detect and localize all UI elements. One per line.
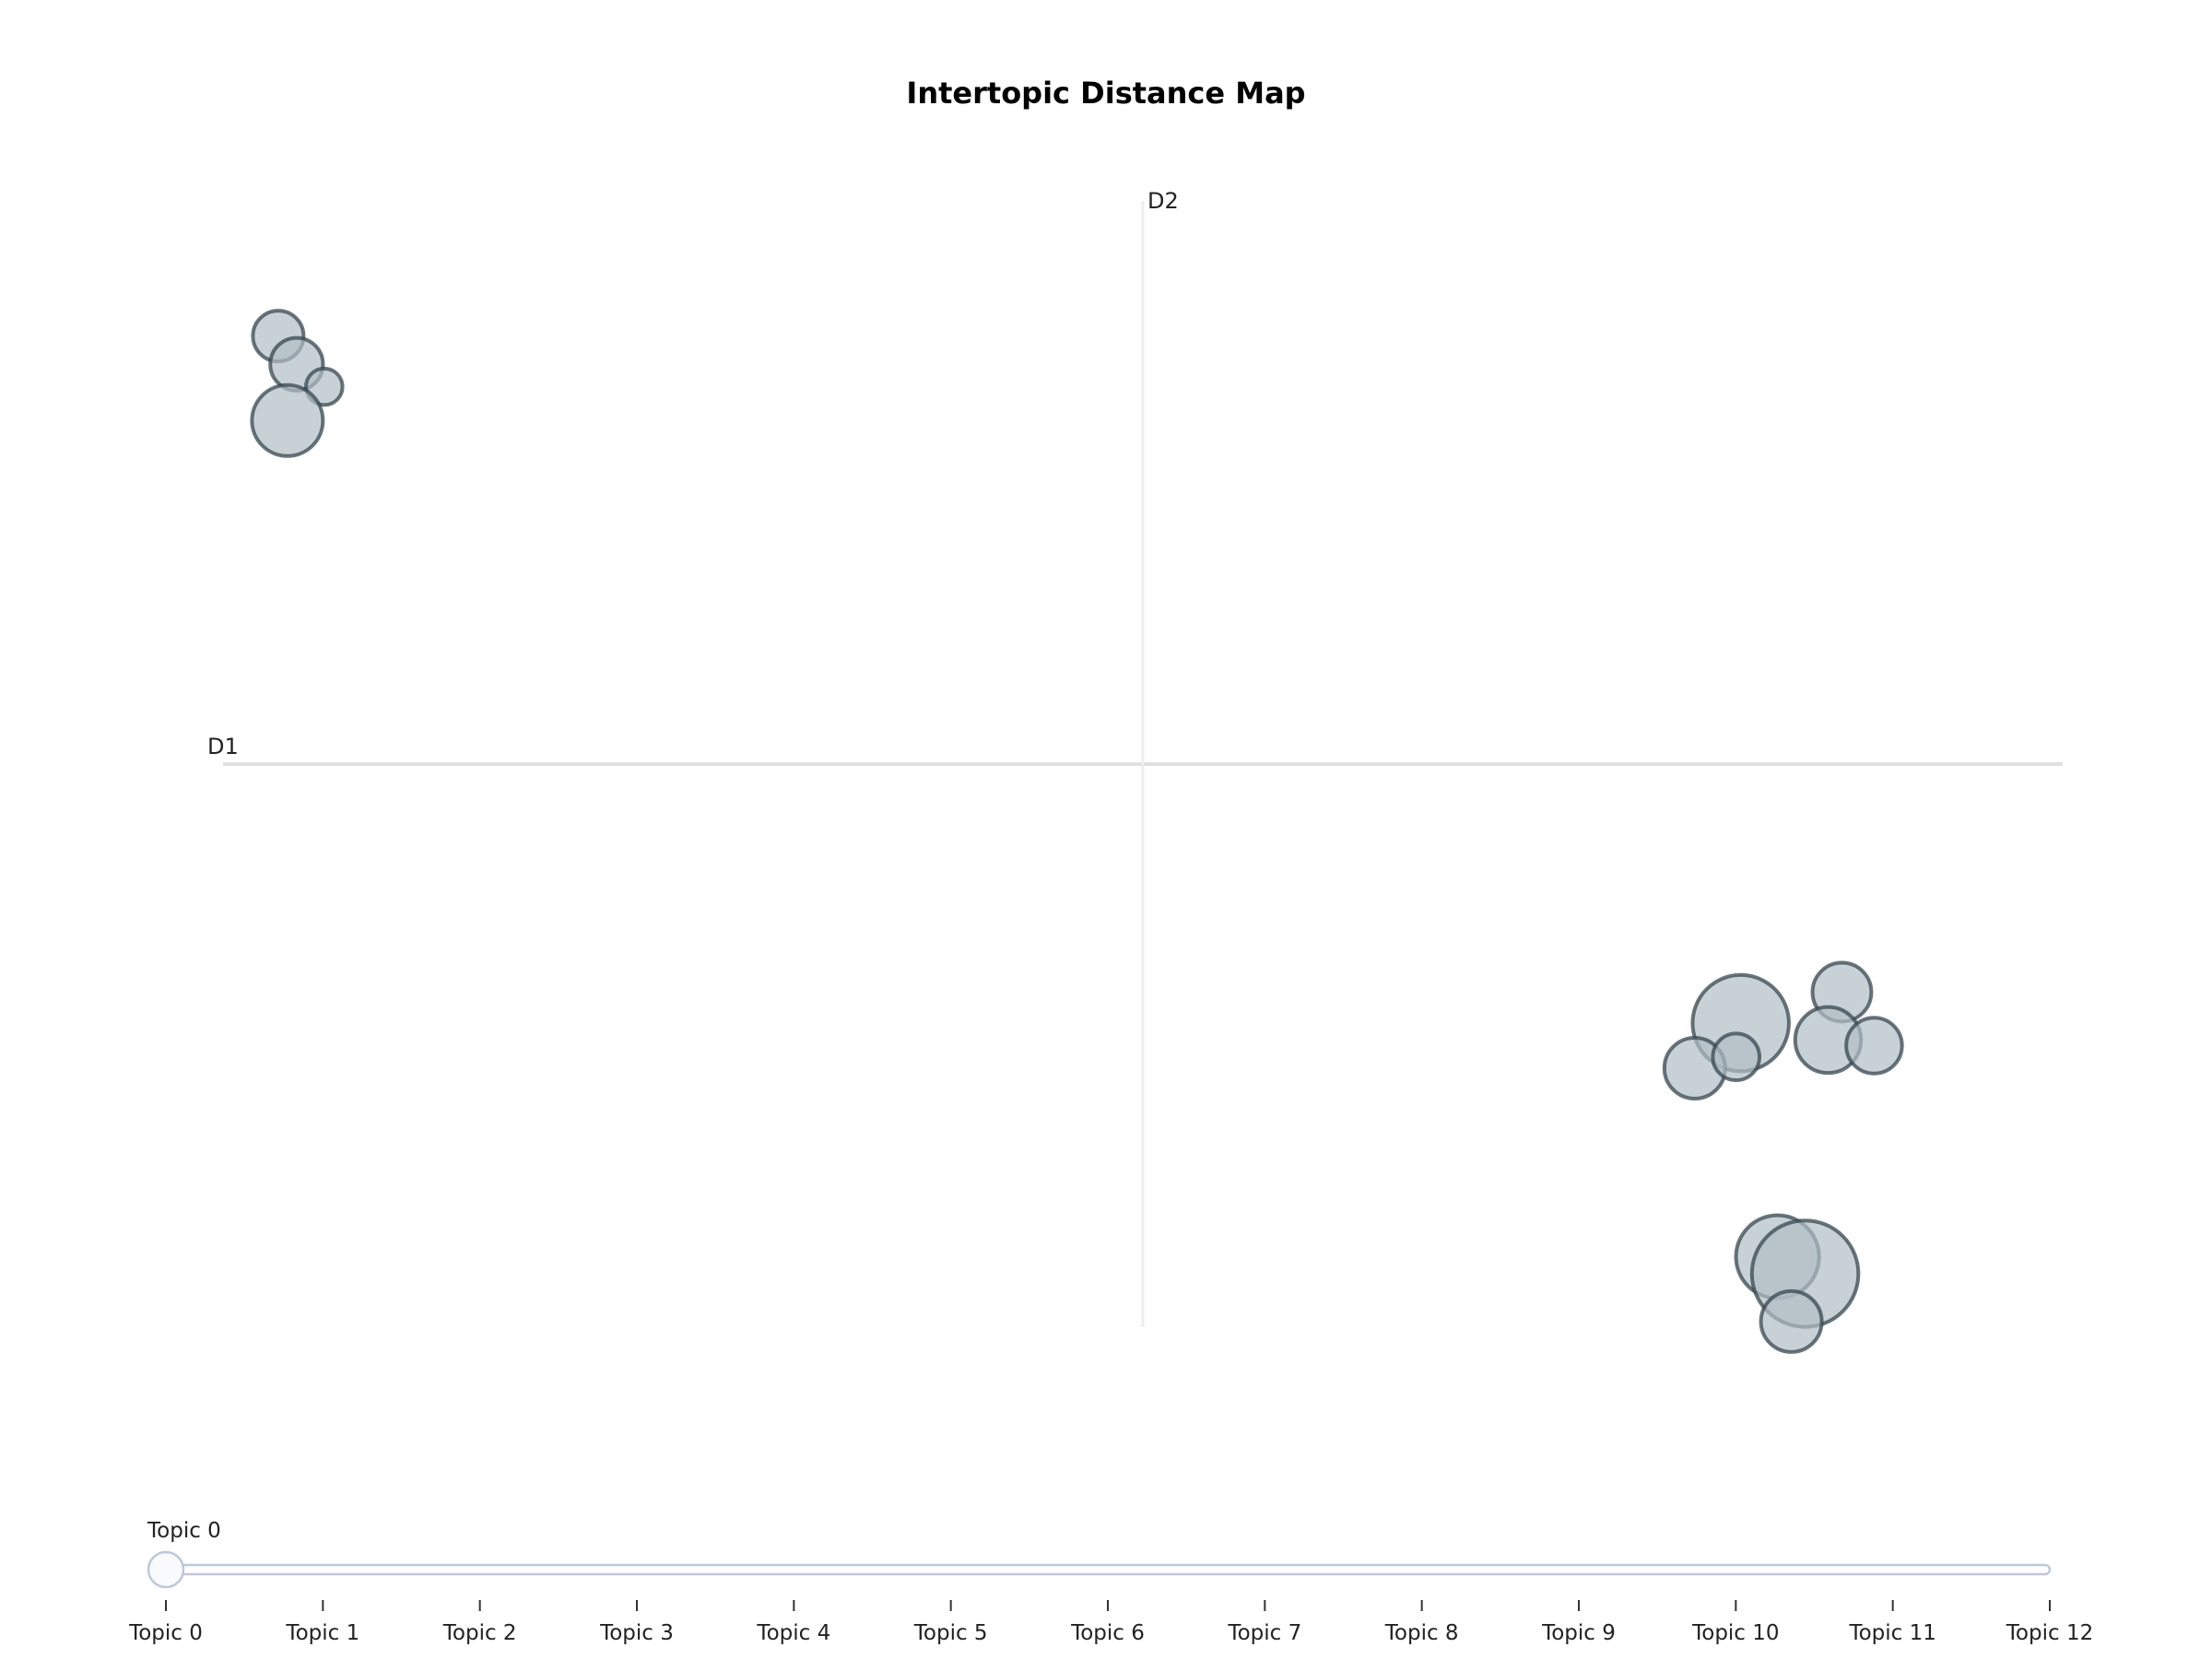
slider-tick-label-9[interactable]: Topic 9: [1541, 1621, 1616, 1645]
slider-ticks: Topic 0 Topic 1 Topic 2 Topic 3 Topic 4 Topic…: [128, 1600, 2093, 1645]
slider-tick-label-7[interactable]: Topic 7: [1227, 1621, 1301, 1645]
slider-tick-label-11[interactable]: Topic 11: [1848, 1621, 1936, 1645]
slider-current-topic-label: Topic 0: [147, 1519, 221, 1543]
topic-bubble-9[interactable]: [1711, 1031, 1762, 1083]
slider-tick-label-12[interactable]: Topic 12: [2006, 1621, 2093, 1645]
topic-bubble-12[interactable]: [1759, 1288, 1824, 1354]
slider-tick-label-0[interactable]: Topic 0: [128, 1621, 203, 1645]
slider-tick-label-10[interactable]: Topic 10: [1691, 1621, 1779, 1645]
slider-tick-label-4[interactable]: Topic 4: [756, 1621, 830, 1645]
slider-tick-label-3[interactable]: Topic 3: [599, 1621, 674, 1645]
topic-bubble-7[interactable]: [1844, 1016, 1904, 1076]
topic-slider[interactable]: Topic 0 Topic 0 Topic 1 Topic 2 Topic 3 Topi…: [128, 1519, 2093, 1645]
slider-track[interactable]: [164, 1563, 2052, 1576]
topic-bubble-3[interactable]: [250, 382, 325, 458]
d1-axis-label: D1: [207, 734, 239, 759]
topic-bubbles: [250, 309, 1904, 1354]
slider-handle[interactable]: [147, 1550, 185, 1589]
slider-tick-label-8[interactable]: Topic 8: [1384, 1621, 1459, 1645]
slider-tick-label-2[interactable]: Topic 2: [442, 1621, 517, 1645]
slider-tick-label-5[interactable]: Topic 5: [913, 1621, 988, 1645]
slider-tick-label-1[interactable]: Topic 1: [285, 1621, 359, 1645]
d2-axis-label: D2: [1147, 188, 1179, 214]
slider-tick-label-6[interactable]: Topic 6: [1070, 1621, 1145, 1645]
chart-title: Intertopic Distance Map: [906, 76, 1305, 111]
